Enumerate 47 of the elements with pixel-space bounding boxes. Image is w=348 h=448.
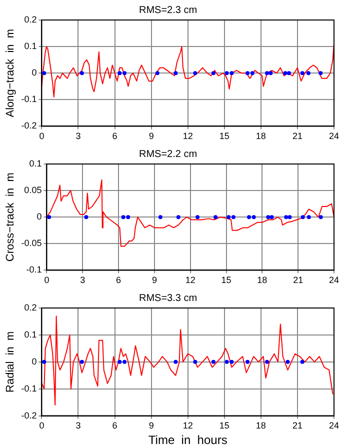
y-axis-title: Radial in m xyxy=(4,331,17,392)
x-tick-label: 18 xyxy=(256,131,266,142)
x-tick-label: 21 xyxy=(292,131,302,142)
x-axis-title: Time in hours xyxy=(148,433,228,448)
chart-title: RMS=3.3 cm xyxy=(138,292,198,304)
y-axis-title: Along−track in m xyxy=(4,28,17,118)
y-tick-label: 0.1 xyxy=(24,41,37,52)
x-tick-label: 15 xyxy=(219,131,230,142)
x-tick-label: 12 xyxy=(182,420,193,431)
x-tick-label: 21 xyxy=(293,275,304,286)
x-tick-label: 0 xyxy=(44,275,50,286)
chart-title: RMS=2.3 cm xyxy=(138,4,198,16)
y-tick-label: -0.2 xyxy=(21,120,37,131)
x-tick-label: 6 xyxy=(112,420,118,431)
x-tick-label: 9 xyxy=(148,131,154,142)
x-tick-label: 9 xyxy=(148,420,154,431)
y-tick-label: -0.2 xyxy=(21,410,37,420)
x-tick-label: 9 xyxy=(152,275,157,286)
x-tick-label: 18 xyxy=(256,420,266,431)
x-tick-label: 12 xyxy=(182,131,193,142)
x-tick-label: 3 xyxy=(76,131,81,142)
x-tick-label: 3 xyxy=(76,420,81,431)
x-tick-label: 6 xyxy=(112,131,118,142)
y-tick-label: 0 xyxy=(36,212,42,222)
x-tick-label: 18 xyxy=(257,275,268,286)
x-tick-label: 24 xyxy=(328,131,340,142)
y-tick-label: 0.2 xyxy=(24,302,37,312)
y-tick-label: 0.05 xyxy=(24,185,42,196)
y-tick-label: -0.1 xyxy=(21,383,37,394)
y-tick-label: 0 xyxy=(32,68,37,78)
y-axis-title: Cross−track in m xyxy=(4,172,17,262)
y-tick-label: 0.1 xyxy=(29,158,42,168)
y-tick-label: 0.2 xyxy=(24,14,37,24)
x-tick-label: 15 xyxy=(219,420,230,431)
y-tick-label: 0 xyxy=(32,356,37,366)
x-tick-label: 12 xyxy=(185,275,196,286)
x-tick-label: 6 xyxy=(116,275,122,286)
chart-title: RMS=2.2 cm xyxy=(138,148,198,160)
y-tick-label: 0.1 xyxy=(24,329,37,340)
x-tick-label: 15 xyxy=(221,275,232,286)
y-tick-label: -0.1 xyxy=(21,94,37,104)
y-tick-label: -0.1 xyxy=(26,264,42,275)
x-tick-label: 3 xyxy=(80,275,86,286)
x-tick-label: 24 xyxy=(328,275,340,286)
x-tick-label: 24 xyxy=(328,420,340,431)
y-tick-label: -0.05 xyxy=(21,238,42,248)
x-tick-label: 21 xyxy=(292,420,302,431)
